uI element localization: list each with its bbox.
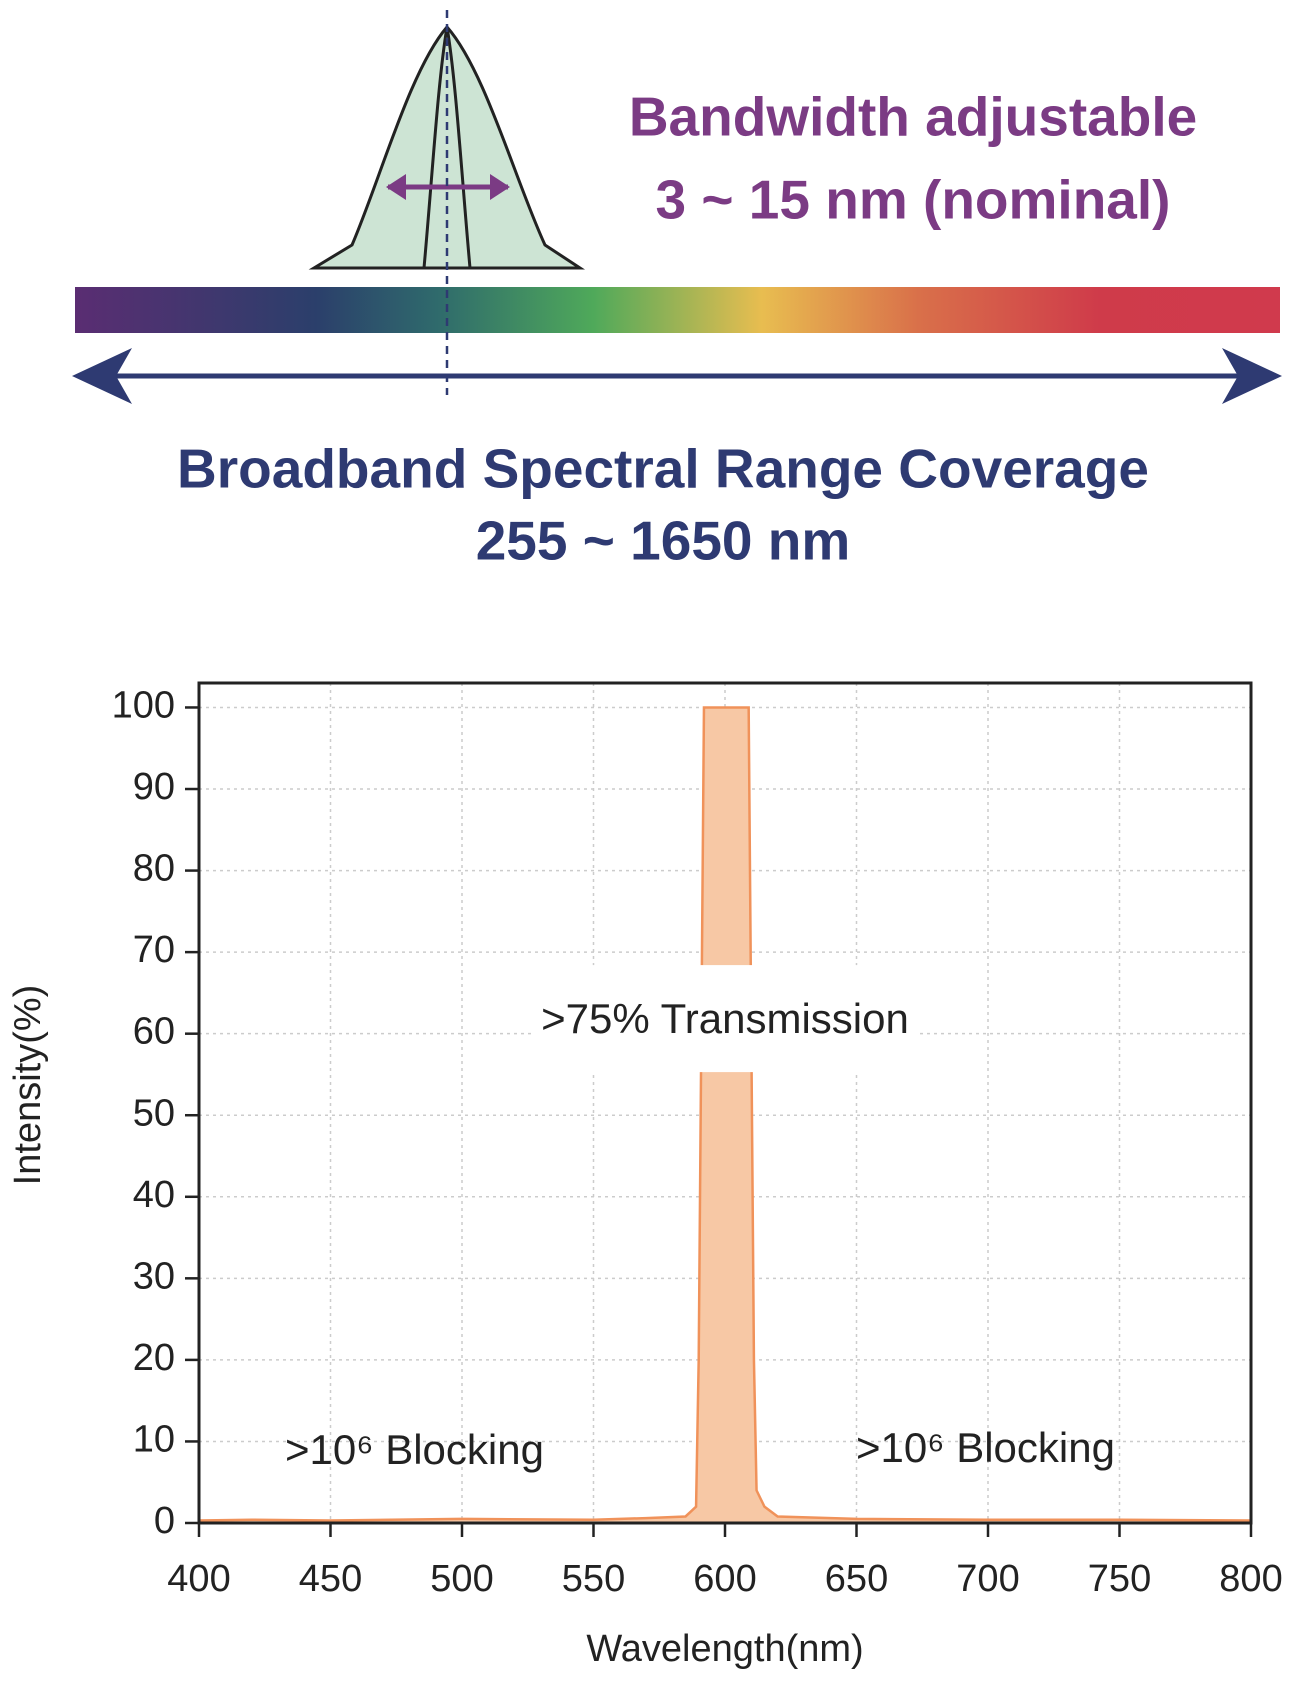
y-tick-label: 10 xyxy=(133,1418,175,1460)
y-axis-label: Intensity(%) xyxy=(7,985,49,1186)
y-tick-label: 40 xyxy=(133,1174,175,1216)
x-axis-label: Wavelength(nm) xyxy=(586,1628,863,1670)
x-tick-label: 550 xyxy=(562,1558,625,1600)
y-tick-label: 30 xyxy=(133,1255,175,1297)
x-tick-label: 650 xyxy=(825,1558,888,1600)
x-tick-label: 750 xyxy=(1088,1558,1151,1600)
spectrum-bar xyxy=(75,287,1280,333)
annotation: >10⁶ Blocking xyxy=(285,1426,544,1473)
line xyxy=(198,706,1252,1522)
area xyxy=(199,707,1251,1523)
y-tick-label: 80 xyxy=(133,848,175,890)
bandwidth-title: Bandwidth adjustable xyxy=(629,86,1197,148)
y-tick-label: 70 xyxy=(133,929,175,971)
y-tick-label: 20 xyxy=(133,1337,175,1379)
annotation-text: >10⁶ Blocking xyxy=(285,1426,544,1473)
x-tick-label: 450 xyxy=(299,1558,362,1600)
annotation-text: >10⁶ Blocking xyxy=(856,1424,1115,1471)
annotation-text: >75% Transmission xyxy=(541,995,909,1042)
annotation: >75% Transmission xyxy=(531,965,919,1073)
y-tick-label: 60 xyxy=(133,1011,175,1053)
coverage-range: 255 ~ 1650 nm xyxy=(476,510,851,572)
y-tick-label: 50 xyxy=(133,1092,175,1134)
spectrum-diagram: Bandwidth adjustable 3 ~ 15 nm (nominal)… xyxy=(72,10,1282,572)
coverage-title: Broadband Spectral Range Coverage xyxy=(177,438,1149,500)
y-tick-label: 90 xyxy=(133,766,175,808)
y-tick-label: 0 xyxy=(154,1500,175,1542)
bandwidth-peak xyxy=(308,24,586,270)
x-tick-label: 600 xyxy=(693,1558,756,1600)
annotation: >10⁶ Blocking xyxy=(856,1424,1115,1471)
bandwidth-range: 3 ~ 15 nm (nominal) xyxy=(656,169,1171,231)
x-tick-label: 400 xyxy=(167,1558,230,1600)
x-tick-label: 700 xyxy=(956,1558,1019,1600)
y-tick-label: 100 xyxy=(112,684,175,726)
plot-frame xyxy=(197,681,1253,1525)
x-tick-label: 500 xyxy=(430,1558,493,1600)
annotation-bg xyxy=(531,965,919,1073)
x-tick-label: 800 xyxy=(1219,1558,1282,1600)
